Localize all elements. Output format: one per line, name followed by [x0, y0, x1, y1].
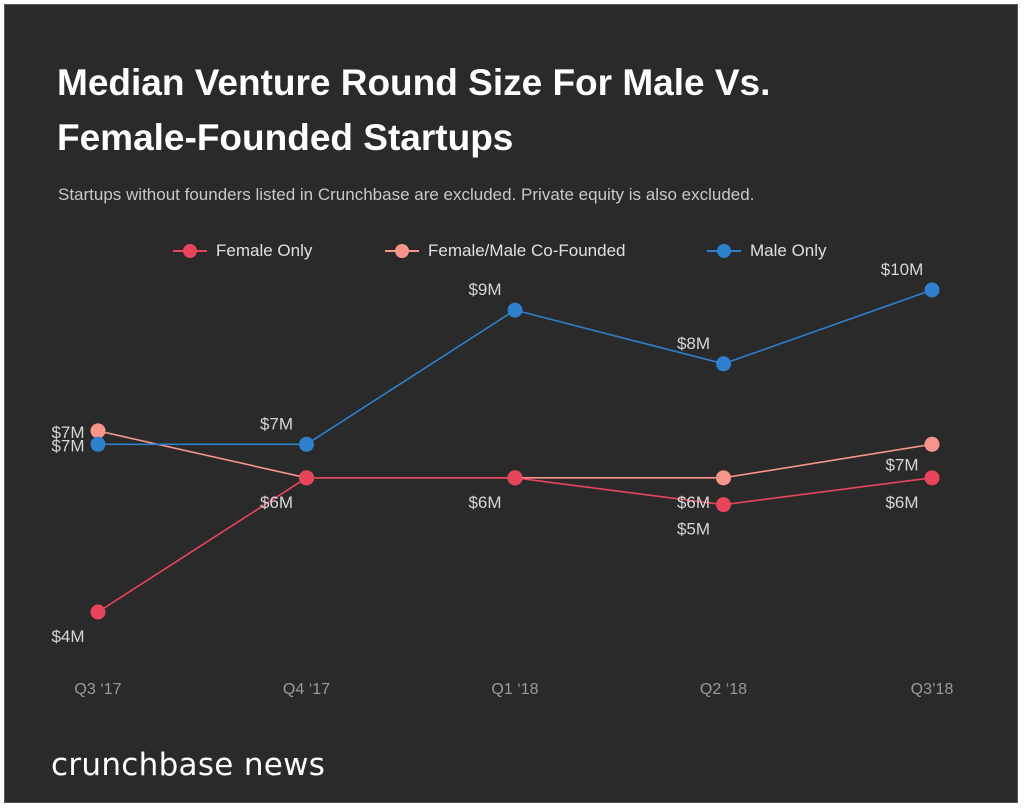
series-0-point-1	[299, 470, 314, 486]
data-label-series-2-0: $7M	[51, 436, 84, 455]
series-0-point-2	[507, 470, 523, 486]
series-1-point-0	[90, 423, 106, 439]
brand-logo-text: crunchbase news	[51, 747, 326, 783]
data-label-series-2-2: $9M	[468, 280, 501, 299]
data-label-series-0-0: $4M	[51, 627, 84, 646]
legend-item-co-founded: Female/Male Co-Founded	[385, 241, 625, 261]
chart-title: Median Venture Round Size For Male Vs. F…	[57, 55, 957, 165]
legend-marker-female-only	[173, 244, 207, 258]
legend-marker-co-founded	[385, 244, 419, 258]
legend-item-male-only: Male Only	[707, 241, 827, 261]
data-label-series-0-3: $5M	[677, 520, 710, 539]
x-tick-label-3: Q2 ‘18	[700, 681, 747, 698]
data-label-series-0-2: $6M	[468, 493, 501, 512]
legend-label-male-only: Male Only	[750, 241, 827, 260]
series-1-point-4	[924, 436, 940, 452]
series-2-point-3	[716, 356, 731, 372]
series-0-point-0	[90, 604, 106, 620]
legend-label-female-only: Female Only	[216, 241, 313, 260]
series-line-0	[97, 477, 933, 613]
chart-subtitle: Startups without founders listed in Crun…	[58, 185, 755, 204]
legend-marker-male-only	[707, 244, 741, 258]
legend-label-co-founded: Female/Male Co-Founded	[428, 241, 626, 260]
data-label-series-2-1: $7M	[260, 414, 293, 433]
chart-title-line-2: Female-Founded Startups	[57, 117, 514, 158]
data-label-series-0-1: $6M	[260, 493, 293, 512]
data-label-series-2-3: $8M	[677, 334, 710, 353]
series-2-point-4	[924, 282, 940, 298]
data-label-series-0-4: $6M	[885, 493, 918, 512]
chart-card: Median Venture Round Size For Male Vs. F…	[4, 4, 1018, 803]
series-0-point-4	[924, 470, 940, 486]
x-tick-label-0: Q3 ‘17	[74, 681, 121, 698]
data-label-series-1-0: $7M	[51, 423, 84, 442]
data-label-series-2-4: $10M	[881, 260, 924, 279]
series-0-point-3	[716, 497, 731, 513]
data-label-series-1-4: $7M	[885, 455, 918, 474]
series-2-point-2	[507, 302, 523, 318]
data-label-series-1-3: $6M	[677, 493, 710, 512]
x-tick-label-4: Q3’18	[911, 681, 954, 698]
legend-item-female-only: Female Only	[173, 241, 312, 261]
x-tick-label-2: Q1 ‘18	[491, 681, 538, 698]
series-1-point-3	[716, 470, 731, 486]
series-2-point-0	[90, 436, 106, 452]
series-2-point-1	[299, 436, 314, 452]
chart-title-line-1: Median Venture Round Size For Male Vs.	[57, 62, 771, 103]
x-tick-label-1: Q4 ‘17	[283, 681, 330, 698]
